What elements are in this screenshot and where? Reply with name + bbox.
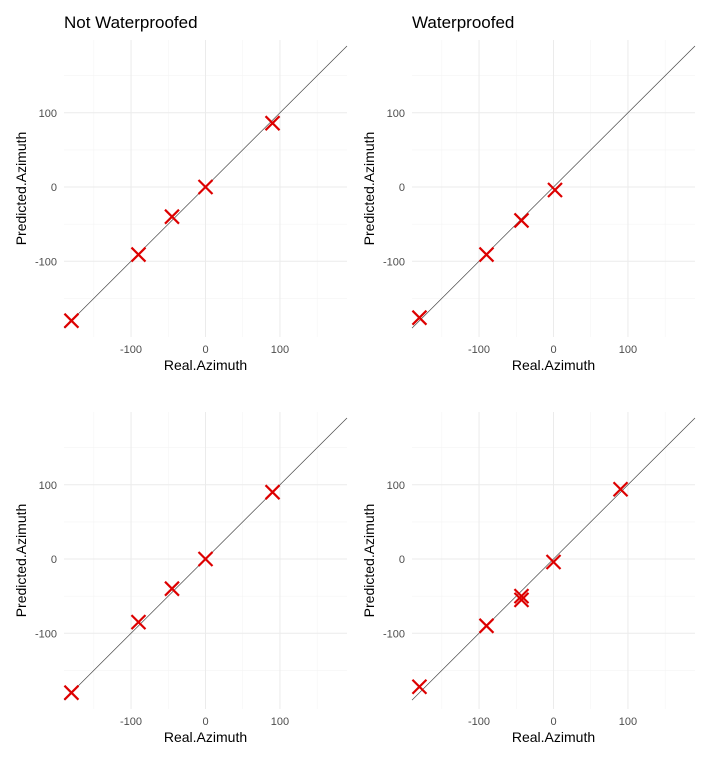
data-point-stroke [63, 312, 80, 329]
data-point-stroke [612, 481, 629, 497]
y-tick-label: 100 [39, 480, 57, 492]
data-point-stroke [264, 484, 281, 500]
x-tick-label: 100 [271, 716, 289, 728]
data-point-stroke [197, 551, 214, 567]
data-point-stroke [63, 684, 80, 701]
x-tick-label: 100 [619, 716, 637, 728]
data-point [130, 246, 147, 263]
data-point [513, 592, 530, 608]
data-point-stroke [547, 182, 563, 198]
data-point-stroke [130, 246, 147, 263]
data-point [411, 309, 428, 326]
data-point [513, 588, 530, 604]
data-point [63, 684, 80, 701]
x-tick-label: 0 [550, 344, 556, 356]
data-point [197, 551, 214, 567]
panel-3: -100 0 100 -100 0 100 Real.Azimuth Predicted.Az… [13, 412, 348, 745]
y-axis-title: Predicted.Azimuth [13, 504, 29, 618]
data-point-stroke [264, 115, 281, 131]
y-tick-label: -100 [383, 256, 405, 268]
data-point [513, 212, 530, 229]
data-point-stroke [545, 554, 562, 570]
x-tick-label: 0 [202, 344, 208, 356]
panel-1: -100 0 100 -100 0 100 Real.Azimuth Predicted.Az… [13, 13, 348, 373]
data-point [130, 614, 147, 630]
y-tick-label: -100 [35, 628, 57, 640]
y-tick-label: 0 [399, 182, 405, 194]
x-tick-label: 0 [202, 716, 208, 728]
y-tick-label: 0 [51, 554, 57, 566]
x-axis-title: Real.Azimuth [164, 357, 247, 373]
y-axis-title: Predicted.Azimuth [361, 504, 377, 618]
data-point [411, 678, 428, 695]
x-tick-label: 0 [550, 716, 556, 728]
data-point [63, 312, 80, 329]
data-point [264, 484, 281, 500]
y-tick-label: -100 [35, 256, 57, 268]
y-axis-title: Predicted.Azimuth [361, 132, 377, 246]
data-point [612, 481, 629, 497]
x-tick-label: -100 [468, 716, 490, 728]
panel-2: -100 0 100 -100 0 100 Real.Azimuth Predicted.Az… [361, 13, 696, 373]
x-tick-label: -100 [120, 716, 142, 728]
reference-line [411, 417, 696, 701]
data-point-stroke [513, 588, 530, 604]
data-point-stroke [164, 580, 180, 597]
data-point-stroke [130, 614, 147, 630]
data-point [264, 115, 281, 131]
y-tick-label: -100 [383, 628, 405, 640]
data-point-stroke [411, 678, 428, 695]
y-tick-label: 0 [51, 182, 57, 194]
data-point [478, 246, 495, 263]
panel-4: -100 0 100 -100 0 100 Real.Azimuth Predicted.Az… [361, 412, 696, 745]
panel-title: Waterproofed [412, 13, 514, 32]
y-tick-label: 100 [39, 108, 57, 120]
data-point-stroke [513, 212, 530, 229]
x-tick-label: -100 [468, 344, 490, 356]
data-point-stroke [478, 618, 495, 634]
data-point [197, 179, 214, 195]
x-axis-title: Real.Azimuth [164, 729, 247, 745]
data-point-stroke [197, 179, 214, 195]
x-axis-title: Real.Azimuth [512, 357, 595, 373]
y-tick-label: 100 [387, 108, 405, 120]
x-tick-label: 100 [271, 344, 289, 356]
x-tick-label: 100 [619, 344, 637, 356]
data-point-stroke [164, 208, 180, 225]
data-point-stroke [513, 592, 530, 608]
data-point-stroke [478, 246, 495, 263]
x-tick-label: -100 [120, 344, 142, 356]
data-point-stroke [411, 309, 428, 326]
panel-title: Not Waterproofed [64, 13, 198, 32]
data-point [478, 618, 495, 634]
y-tick-label: 0 [399, 554, 405, 566]
y-tick-label: 100 [387, 480, 405, 492]
data-point [545, 554, 562, 570]
data-point [164, 580, 180, 597]
data-point [547, 182, 563, 198]
y-axis-title: Predicted.Azimuth [13, 132, 29, 246]
x-axis-title: Real.Azimuth [512, 729, 595, 745]
data-point [164, 208, 180, 225]
